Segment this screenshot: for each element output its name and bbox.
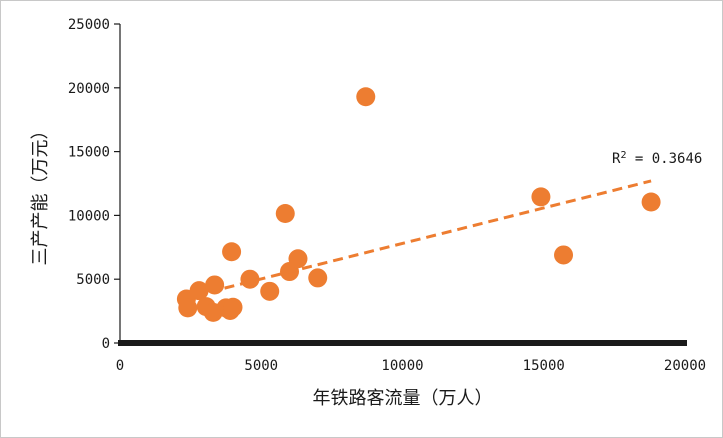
x-tick-label: 0 [116, 358, 124, 374]
r2-label-value: = 0.3646 [626, 151, 702, 167]
x-tick-label: 20000 [664, 358, 706, 374]
trendline [224, 179, 652, 290]
y-tick-label: 20000 [68, 81, 110, 97]
y-tick-label: 0 [102, 336, 110, 352]
x-tick-label: 5000 [244, 358, 278, 374]
y-axis: 0 5000 10000 15000 20000 25000 [68, 17, 121, 352]
x-tick-label: 15000 [523, 358, 565, 374]
y-tick-label: 25000 [68, 17, 110, 33]
data-point [531, 187, 551, 207]
x-axis-title: 年铁路客流量（万人） [313, 388, 493, 409]
data-point [356, 87, 376, 107]
data-point [178, 298, 198, 318]
data-point [288, 249, 308, 269]
data-point [205, 275, 225, 295]
data-point [222, 242, 242, 262]
y-tick-label: 10000 [68, 208, 110, 224]
y-axis-title: 三产产能（万元） [30, 122, 51, 266]
r2-label: R2 = 0.3646 [612, 150, 702, 168]
x-tick-label: 10000 [381, 358, 423, 374]
y-tick-label: 15000 [68, 145, 110, 161]
r2-label-prefix: R [612, 151, 621, 167]
data-point [275, 203, 295, 223]
x-axis: 0 5000 10000 15000 20000 [116, 340, 706, 374]
data-point [641, 192, 661, 212]
data-point [223, 297, 243, 317]
data-point [308, 268, 328, 288]
data-point [260, 281, 280, 301]
data-point [189, 281, 209, 301]
y-tick-label: 5000 [76, 272, 110, 288]
r2-label-superscript: 2 [620, 150, 626, 161]
data-point [554, 245, 574, 265]
